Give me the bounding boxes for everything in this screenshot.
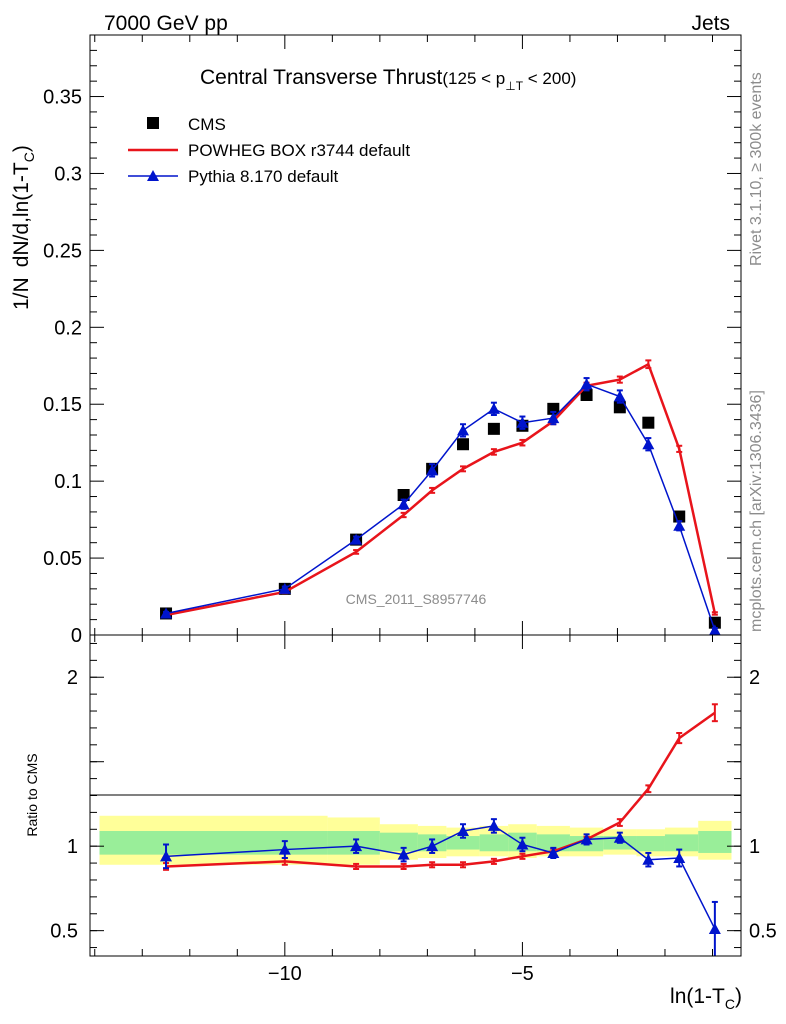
data-point-pythia <box>642 438 655 450</box>
band-statistical <box>636 836 665 852</box>
ratio-line-powheg <box>165 711 716 868</box>
ratio-point-pythia <box>673 852 686 864</box>
data-point-pythia <box>613 390 626 402</box>
ratio-y-ticks: 0.5 0.5 1 1 2 2 <box>50 642 777 949</box>
x-axis-label: ln(1-TC) <box>670 985 742 1012</box>
x-tick-label: −10 <box>268 963 302 985</box>
data-point-pythia <box>278 582 291 594</box>
data-point-pythia <box>487 402 500 414</box>
data-point-pythia <box>397 498 410 510</box>
main-y-axis-label-suffix: ) <box>10 145 33 152</box>
y-tick-label: 0.2 <box>54 317 82 339</box>
legend-marker-cms <box>147 117 159 129</box>
main-y-ticks: 0 0.05 0.1 0.15 0.2 0.25 0.3 0.35 <box>43 35 741 647</box>
x-ticks: −10 −5 <box>94 635 713 985</box>
ratio-frame <box>89 634 742 957</box>
ratio-point-pythia <box>487 819 500 831</box>
x-axis-label-subscript: C <box>725 996 735 1012</box>
y-tick-label: 0.15 <box>43 394 82 416</box>
main-y-axis-label-subscript: C <box>21 152 37 162</box>
x-axis-label-text: ln(1-T <box>670 985 725 1008</box>
band-statistical <box>698 830 732 853</box>
data-point-pythia <box>708 624 721 636</box>
data-point-pythia <box>673 519 686 531</box>
chart-title: Central Transverse Thrust(125 < p⊥T < 20… <box>200 66 576 93</box>
legend-label-powheg: POWHEG BOX r3744 default <box>188 141 410 160</box>
data-point-cms <box>642 416 655 429</box>
data-point-pythia <box>580 378 593 390</box>
ratio-y-tick-label-right: 2 <box>749 667 760 689</box>
ratio-point-pythia <box>547 846 560 858</box>
mcplots-label: mcplots.cern.ch [arXiv:1306.3436] <box>748 390 765 632</box>
data-point-cms <box>580 389 593 401</box>
chart-title-text: Central Transverse Thrust <box>200 66 443 89</box>
data-point-cms <box>487 422 500 435</box>
legend-label-cms: CMS <box>188 115 226 134</box>
ratio-y-tick-label-right: 0.5 <box>749 921 777 943</box>
series-line-pythia <box>165 383 716 631</box>
energy-label: 7000 GeV pp <box>104 12 228 35</box>
ratio-point-pythia <box>457 824 470 836</box>
title-range-suffix: < 200) <box>523 69 576 88</box>
y-tick-label: 0.3 <box>54 163 82 185</box>
band-statistical <box>664 834 699 852</box>
ratio-uncertainty-bands <box>99 815 732 865</box>
data-point-cms <box>397 489 410 501</box>
data-point-pythia <box>547 412 560 424</box>
main-panel: Central Transverse Thrust(125 < p⊥T < 20… <box>10 34 742 647</box>
y-tick-label: 0 <box>71 625 82 647</box>
band-statistical <box>379 832 418 852</box>
ratio-y-tick-label: 1 <box>67 836 78 858</box>
legend: CMS POWHEG BOX r3744 default Pythia 8.17… <box>128 115 410 186</box>
ratio-point-pythia <box>350 840 363 852</box>
data-point-cms <box>457 438 470 451</box>
legend-marker-pythia <box>147 170 159 181</box>
y-tick-label: 0.05 <box>43 548 82 570</box>
ratio-point-pythia <box>580 833 593 845</box>
ratio-point-pythia <box>708 922 721 934</box>
process-label: Jets <box>691 12 730 35</box>
ratio-point-pythia <box>613 831 626 843</box>
ratio-line-pythia <box>165 825 716 930</box>
y-tick-label: 0.25 <box>43 240 82 262</box>
ratio-y-tick-label-right: 1 <box>749 836 760 858</box>
main-y-axis-label: 1/N dN/d,ln(1-TC) <box>10 145 37 310</box>
x-axis-label-suffix: ) <box>735 985 742 1008</box>
legend-label-pythia: Pythia 8.170 default <box>188 167 339 186</box>
band-statistical <box>446 836 480 850</box>
band-statistical <box>479 834 509 852</box>
series-line-powheg <box>165 362 717 617</box>
ratio-point-pythia <box>642 853 655 865</box>
ratio-y-tick-label: 2 <box>67 667 78 689</box>
x-tick-label: −5 <box>511 963 534 985</box>
ratio-y-tick-label: 0.5 <box>50 921 78 943</box>
data-point-pythia <box>516 416 529 428</box>
data-point-pythia <box>457 424 470 436</box>
title-range-prefix: (125 < p <box>442 69 505 88</box>
title-range-subscript: ⊥T <box>505 79 523 93</box>
ratio-point-pythia <box>278 843 291 855</box>
data-point-cms <box>613 401 626 414</box>
y-tick-label: 0.1 <box>54 471 82 493</box>
data-point-pythia <box>350 533 363 545</box>
y-tick-label: 0.35 <box>43 87 82 109</box>
ratio-point-pythia <box>516 838 529 850</box>
ratio-y-axis-label: Ratio to CMS <box>24 753 40 836</box>
data-point-pythia <box>426 464 439 476</box>
ratio-point-pythia <box>160 850 173 862</box>
analysis-label: CMS_2011_S8957746 <box>346 591 487 607</box>
band-statistical <box>99 830 328 855</box>
main-y-axis-label-text: 1/N dN/d,ln(1-T <box>10 162 33 310</box>
data-point-pythia <box>160 607 173 619</box>
ratio-panel: 0.5 0.5 1 1 2 2 −10 −5 Ratio to CMS ln(1-TC) <box>24 634 777 1012</box>
ratio-point-pythia <box>397 848 410 860</box>
main-data <box>160 359 721 636</box>
ratio-point-pythia <box>426 840 439 852</box>
ratio-data <box>160 703 721 956</box>
rivet-label: Rivet 3.1.10, ≥ 300k events <box>748 72 765 266</box>
